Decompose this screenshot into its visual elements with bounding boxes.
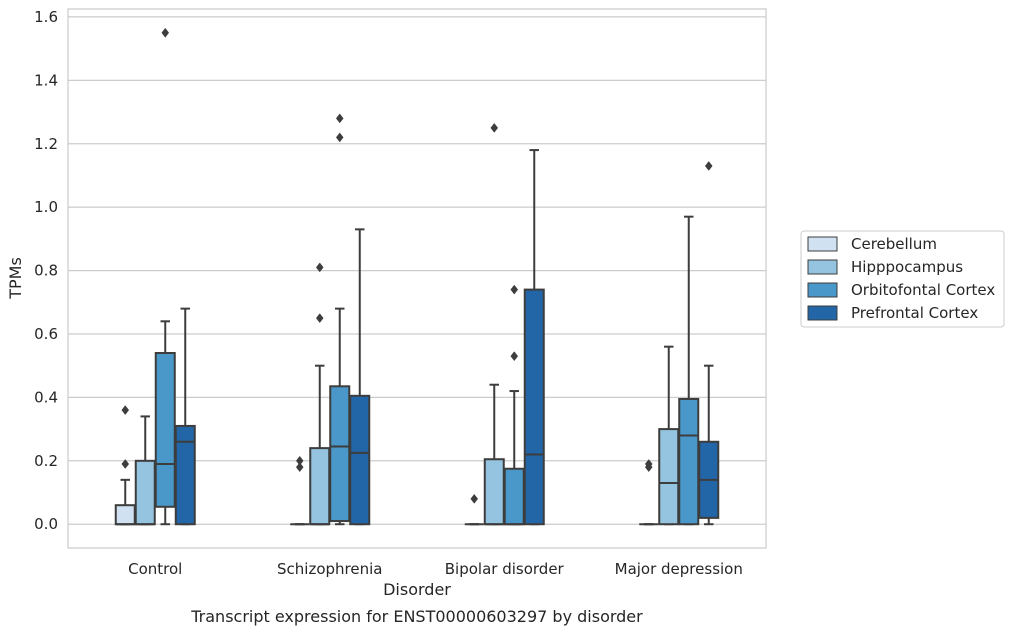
box-group [349, 228, 371, 526]
y-tick-label: 0.0 [34, 515, 58, 533]
outlier-point [295, 455, 304, 466]
box-group [290, 455, 310, 526]
y-axis-title: TPMs [6, 257, 25, 300]
box [349, 394, 371, 526]
x-tick-label: Bipolar disorder [445, 560, 565, 578]
box-group [134, 415, 156, 526]
box [114, 504, 136, 526]
legend: Cerebellum Hipppocampus Orbitofontal Corte… [800, 230, 1005, 328]
outlier-point [121, 459, 130, 469]
legend-swatch [807, 282, 838, 298]
outlier-point [510, 351, 519, 362]
x-tick-labels: Control Schizophrenia Bipolar disorder Majo… [128, 560, 743, 578]
box-group [639, 459, 659, 526]
outlier-point [295, 462, 304, 473]
box [678, 397, 700, 526]
boxes [114, 27, 720, 526]
box [134, 459, 156, 526]
y-tick-label: 0.4 [34, 388, 58, 406]
legend-swatch [807, 259, 838, 275]
box-group [523, 149, 545, 526]
y-tick-label: 0.8 [34, 262, 58, 280]
box-group [503, 284, 525, 526]
x-axis-title: Disorder [383, 580, 451, 599]
outlier-point [161, 27, 170, 38]
box-group [483, 122, 505, 526]
outlier-point [644, 459, 653, 469]
x-tick-label: Major depression [615, 560, 743, 578]
box [309, 447, 331, 526]
outlier-point [490, 122, 499, 133]
box-group [174, 307, 196, 526]
plot-frame [67, 8, 767, 549]
x-tick-label: Control [128, 560, 182, 578]
outlier-point [315, 262, 324, 273]
outlier-point [704, 161, 713, 171]
outlier-point [510, 284, 519, 295]
legend-items: Cerebellum Hipppocampus Orbitofontal Corte… [807, 235, 995, 322]
outlier-point [315, 313, 324, 324]
box-group [678, 215, 700, 526]
box-group [154, 27, 176, 526]
box-group [329, 113, 351, 526]
box-group [309, 262, 331, 526]
outlier-point [335, 132, 344, 143]
y-tick-label: 0.6 [34, 325, 58, 343]
legend-swatch [807, 236, 838, 252]
box [154, 352, 176, 508]
box-group [698, 161, 720, 526]
y-tick-labels: 0.0 0.2 0.4 0.6 0.8 1.0 1.2 1.4 1.6 [34, 8, 58, 533]
box [523, 288, 545, 526]
box [503, 467, 525, 526]
box [483, 458, 505, 526]
y-tick-label: 1.0 [34, 198, 58, 216]
legend-label: Hipppocampus [851, 258, 963, 276]
x-tick-label: Schizophrenia [277, 560, 382, 578]
y-tick-label: 1.4 [34, 71, 58, 89]
box [174, 424, 196, 526]
y-tick-label: 1.6 [34, 8, 58, 26]
box-group [464, 493, 484, 526]
legend-label: Cerebellum [851, 235, 937, 253]
box-group [114, 405, 136, 526]
box [329, 385, 351, 523]
outlier-point [335, 113, 344, 124]
outlier-point [470, 493, 479, 504]
y-tick-label: 1.2 [34, 135, 58, 153]
legend-frame [800, 230, 1005, 328]
chart-caption: Transcript expression for ENST0000060329… [190, 607, 643, 626]
outlier-point [121, 405, 130, 415]
box-group [658, 345, 680, 526]
legend-swatch [807, 305, 838, 321]
legend-label: Prefrontal Cortex [851, 304, 978, 322]
y-tick-label: 0.2 [34, 452, 58, 470]
box [658, 428, 680, 526]
legend-label: Orbitofontal Cortex [851, 281, 995, 299]
